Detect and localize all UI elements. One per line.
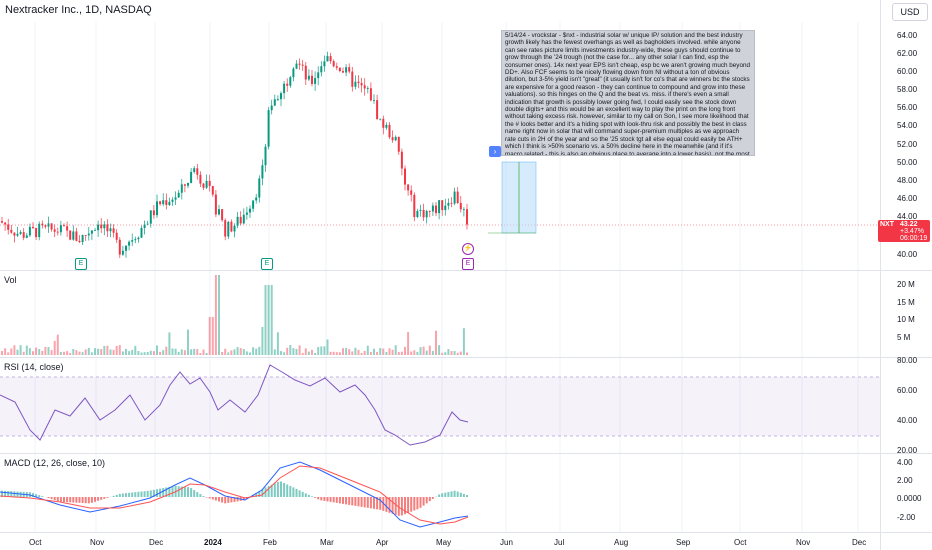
rsi-axis-60: 60.00 xyxy=(897,386,918,395)
last-price: 43.22 xyxy=(900,221,918,228)
price-axis-label: 44.00 xyxy=(897,212,918,221)
price-axis-label: 58.00 xyxy=(897,85,918,94)
time-axis-label: Aug xyxy=(614,538,629,547)
time-axis-label: 2024 xyxy=(204,538,222,547)
price-axis-label: 54.00 xyxy=(897,121,918,130)
rsi-line xyxy=(0,364,469,446)
volume-label[interactable]: Vol xyxy=(4,275,17,285)
macd-axis-0: 0.0000 xyxy=(897,494,922,503)
earnings-marker[interactable]: E xyxy=(75,258,87,270)
time-axis-label: Sep xyxy=(676,538,691,547)
currency-selector[interactable]: USD xyxy=(892,3,928,21)
price-axis-label: 62.00 xyxy=(897,49,918,58)
price-candles xyxy=(1,51,468,259)
bar-countdown: 06:00:19 xyxy=(900,235,928,242)
chart-title[interactable]: Nextracker Inc., 1D, NASDAQ xyxy=(5,4,152,16)
time-axis-label: Mar xyxy=(320,538,334,547)
macd-label[interactable]: MACD (12, 26, close, 10) xyxy=(4,458,106,468)
vol-axis-20m: 20 M xyxy=(897,280,915,289)
time-axis-label: Dec xyxy=(852,538,867,547)
time-axis-label: Apr xyxy=(376,538,389,547)
rsi-axis-80: 80.00 xyxy=(897,356,918,365)
time-axis-label: Oct xyxy=(734,538,747,547)
rsi-band xyxy=(0,377,880,436)
time-axis-label: Feb xyxy=(263,538,277,547)
time-axis-label: Jun xyxy=(500,538,513,547)
macd-histogram xyxy=(1,481,468,516)
macd-axis-2: 2.00 xyxy=(897,476,913,485)
macd-axis-4: 4.00 xyxy=(897,458,913,467)
price-axis-label: 60.00 xyxy=(897,67,918,76)
time-axis-label: Nov xyxy=(90,538,105,547)
last-price-tag: NXT 43.22 +3.47% 06:00:19 xyxy=(878,220,930,242)
price-axis-label: 48.00 xyxy=(897,176,918,185)
price-axis-label: 46.00 xyxy=(897,194,918,203)
rsi-axis-40: 40.00 xyxy=(897,416,918,425)
vol-axis-15m: 15 M xyxy=(897,298,915,307)
time-axis-label: May xyxy=(436,538,452,547)
idea-note[interactable]: 5/14/24 - vrockstar - $nxt - industrial … xyxy=(501,30,755,156)
signal-line xyxy=(0,465,469,525)
vol-axis-5m: 5 M xyxy=(897,333,911,342)
price-axis-label: 56.00 xyxy=(897,103,918,112)
macd-axis-neg2: -2.00 xyxy=(897,513,916,522)
note-expand-icon[interactable]: › xyxy=(489,146,501,157)
price-axis-label: 40.00 xyxy=(897,250,918,259)
time-axis-label: Dec xyxy=(149,538,164,547)
price-axis-label: 50.00 xyxy=(897,158,918,167)
rsi-axis-20: 20.00 xyxy=(897,446,918,455)
price-axis-label: 52.00 xyxy=(897,140,918,149)
earnings-marker[interactable]: E xyxy=(261,258,273,270)
time-axis-label: Jul xyxy=(554,538,565,547)
price-axis-label: 64.00 xyxy=(897,31,918,40)
rsi-label[interactable]: RSI (14, close) xyxy=(4,362,64,372)
earnings-marker-upcoming[interactable]: E xyxy=(462,258,474,270)
time-axis-label: Oct xyxy=(29,538,42,547)
flash-icon[interactable]: ⚡ xyxy=(462,243,474,255)
price-change: +3.47% xyxy=(900,228,924,235)
volume-bars xyxy=(1,275,468,355)
note-text: 5/14/24 - vrockstar - $nxt - industrial … xyxy=(505,32,750,156)
time-axis-label: Nov xyxy=(796,538,811,547)
vol-axis-10m: 10 M xyxy=(897,315,915,324)
symbol-label: NXT xyxy=(880,221,894,228)
